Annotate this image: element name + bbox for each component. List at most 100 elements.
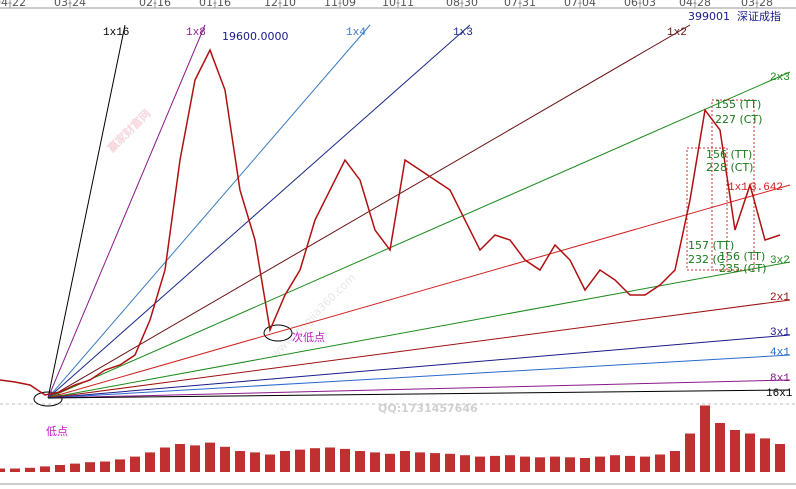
volume-bar bbox=[580, 458, 590, 472]
volume-bar bbox=[70, 463, 80, 472]
pivot-mark: 232 (C bbox=[688, 253, 725, 266]
volume-bar bbox=[610, 455, 620, 472]
volume-bar bbox=[85, 462, 95, 472]
fan-line bbox=[47, 71, 791, 399]
pivot-mark: 235 (CT) bbox=[719, 262, 766, 275]
pivot-mark: 157 (TT) bbox=[688, 239, 734, 252]
pivot-mark: 156 (TT) bbox=[706, 148, 752, 161]
volume-bar bbox=[160, 447, 170, 472]
volume-bar bbox=[40, 466, 50, 472]
fan-label: 1x4 bbox=[346, 27, 366, 39]
second-low-circle bbox=[263, 324, 293, 342]
fan-label: 3x1 bbox=[770, 327, 790, 339]
volume-bar bbox=[25, 467, 35, 472]
volume-bar bbox=[460, 455, 470, 472]
volume-bar bbox=[100, 461, 110, 472]
volume-bar bbox=[745, 433, 755, 472]
volume-bar bbox=[445, 453, 455, 472]
fan-label: 16x1 bbox=[766, 388, 793, 400]
pivot-mark: 227 (CT) bbox=[715, 113, 762, 126]
volume-bar bbox=[400, 451, 410, 472]
pivot-mark: 228 (CT) bbox=[706, 161, 753, 174]
volume-bar bbox=[340, 448, 350, 472]
volume-bar bbox=[55, 465, 65, 472]
volume-bar bbox=[280, 451, 290, 472]
fan-line bbox=[47, 24, 206, 399]
volume-bar bbox=[130, 456, 140, 472]
index-code: 399001 bbox=[688, 10, 730, 23]
volume-bar bbox=[520, 456, 530, 472]
volume-bar bbox=[145, 452, 155, 472]
fan-line bbox=[47, 261, 791, 399]
fan-label: 1x1 bbox=[728, 182, 748, 194]
fan-line bbox=[47, 389, 791, 399]
fan-line bbox=[47, 24, 371, 399]
fan-line bbox=[47, 24, 126, 399]
volume-bar bbox=[310, 448, 320, 472]
fan-line bbox=[47, 379, 791, 399]
volume-bar bbox=[115, 459, 125, 472]
fan-label: 1x8 bbox=[186, 27, 206, 39]
index-name: 深证成指 bbox=[737, 9, 781, 23]
fan-line bbox=[47, 184, 791, 399]
volume-bar bbox=[370, 452, 380, 472]
volume-bar bbox=[535, 457, 545, 472]
volume-bar bbox=[670, 451, 680, 472]
fan-line bbox=[47, 24, 471, 399]
volume-bar bbox=[685, 433, 695, 472]
fan-label: 3x2 bbox=[770, 255, 790, 267]
volume-bar bbox=[700, 405, 710, 472]
volume-bar bbox=[715, 423, 725, 472]
fan-label: 2x1 bbox=[770, 292, 790, 304]
pivot-mark: 155 (TT) bbox=[715, 98, 761, 111]
fan-line bbox=[47, 354, 791, 399]
second-low-label: 次低点 bbox=[292, 330, 325, 344]
fan-label: 1x2 bbox=[667, 27, 687, 39]
volume-bar bbox=[175, 444, 185, 472]
volume-bar bbox=[760, 438, 770, 472]
volume-bar bbox=[10, 468, 20, 472]
volume-bar bbox=[385, 453, 395, 472]
volume-bar bbox=[490, 455, 500, 472]
volume-bar bbox=[505, 455, 515, 472]
price-line bbox=[0, 48, 781, 396]
volume-bar bbox=[220, 446, 230, 472]
volume-bar bbox=[625, 455, 635, 472]
volume-bar bbox=[595, 456, 605, 472]
pivot-mark: 156 (TT) bbox=[719, 250, 765, 263]
volume-bar bbox=[0, 468, 5, 472]
fan-note: 3.642 bbox=[750, 182, 783, 194]
peak-label: 19600.0000 bbox=[222, 30, 288, 43]
volume-bar bbox=[640, 456, 650, 472]
fan-label: 1x16 bbox=[103, 27, 129, 39]
volume-bar bbox=[415, 452, 425, 472]
volume-bar bbox=[430, 453, 440, 472]
volume-bar bbox=[250, 452, 260, 472]
low-label: 低点 bbox=[46, 425, 68, 438]
fan-line bbox=[47, 299, 791, 399]
mark-box bbox=[686, 147, 728, 271]
volume-bar bbox=[475, 456, 485, 472]
volume-bar bbox=[565, 457, 575, 472]
volume-bar bbox=[325, 447, 335, 472]
volume-bar bbox=[550, 456, 560, 472]
date-label: 04-22 bbox=[0, 0, 26, 9]
fan-label: 8x1 bbox=[770, 373, 790, 385]
volume-bar bbox=[775, 444, 785, 472]
volume-bar bbox=[205, 442, 215, 472]
fan-label: 4x1 bbox=[770, 347, 790, 359]
mark-box bbox=[711, 99, 755, 271]
volume-bar bbox=[295, 449, 305, 472]
low-circle bbox=[33, 391, 63, 407]
volume-bar bbox=[265, 454, 275, 472]
volume-bar bbox=[190, 445, 200, 472]
qq-watermark: QQ:1731457646 bbox=[378, 402, 478, 415]
volume-bar bbox=[355, 451, 365, 472]
fan-line bbox=[47, 334, 791, 399]
fan-label: 2x3 bbox=[770, 72, 790, 84]
fan-label: 1x3 bbox=[453, 27, 473, 39]
volume-bar bbox=[730, 430, 740, 472]
volume-bar bbox=[655, 454, 665, 472]
volume-bar bbox=[235, 451, 245, 472]
